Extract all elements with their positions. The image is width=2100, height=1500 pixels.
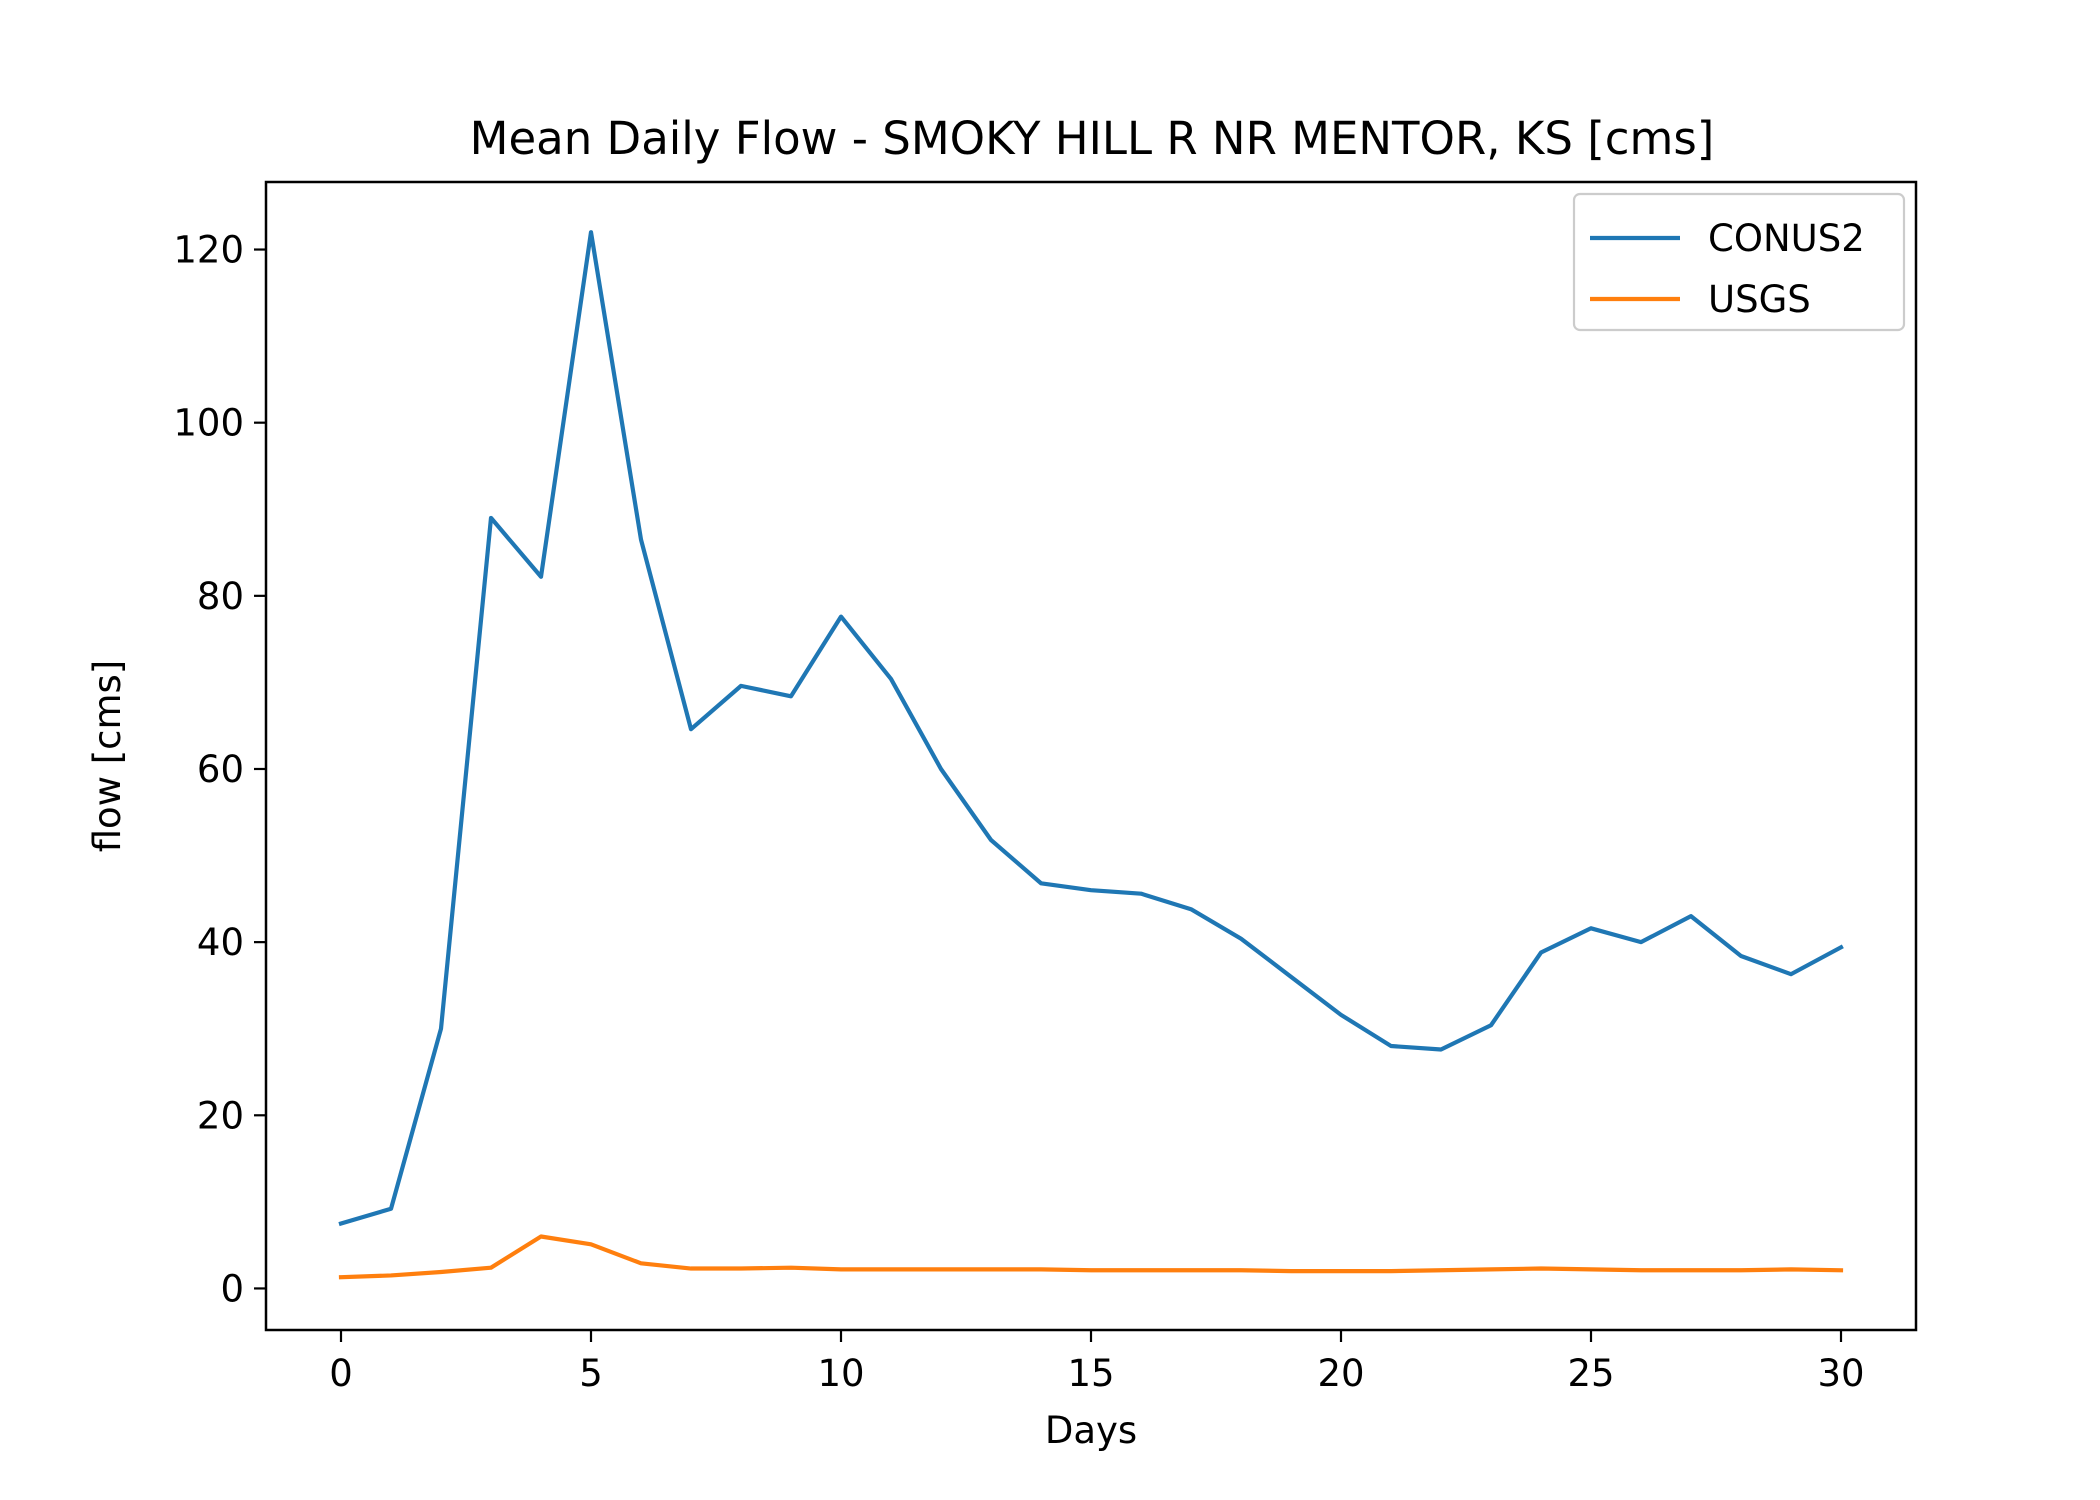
y-axis: 0 20 40 60 80 100 120 xyxy=(173,229,266,1310)
y-tick-label: 0 xyxy=(220,1267,244,1310)
legend-label: CONUS2 xyxy=(1708,217,1865,260)
y-tick-label: 40 xyxy=(197,921,244,964)
x-tick-label: 15 xyxy=(1067,1352,1114,1395)
x-tick-label: 20 xyxy=(1317,1352,1364,1395)
x-tick-label: 25 xyxy=(1567,1352,1614,1395)
y-axis-label: flow [cms] xyxy=(86,660,129,853)
legend: CONUS2 USGS xyxy=(1572,192,1906,332)
series-layer xyxy=(338,230,1844,1280)
legend-label: USGS xyxy=(1708,278,1811,321)
series-line-conus2 xyxy=(338,230,1844,1227)
y-tick-label: 20 xyxy=(197,1094,244,1137)
x-axis-label: Days xyxy=(1045,1409,1137,1452)
legend-entry: CONUS2 xyxy=(1590,217,1865,260)
x-axis: 0 5 10 15 20 25 30 xyxy=(329,1330,1865,1395)
y-tick-label: 80 xyxy=(197,575,244,618)
x-tick-label: 10 xyxy=(817,1352,864,1395)
x-tick-label: 0 xyxy=(329,1352,353,1395)
y-tick-label: 60 xyxy=(197,748,244,791)
legend-entry: USGS xyxy=(1590,278,1811,321)
x-tick-label: 30 xyxy=(1817,1352,1864,1395)
y-tick-label: 120 xyxy=(173,229,244,272)
series-line-usgs xyxy=(338,1234,1844,1280)
chart-title: Mean Daily Flow - SMOKY HILL R NR MENTOR… xyxy=(470,112,1715,165)
y-tick-label: 100 xyxy=(173,402,244,445)
axes-frame xyxy=(264,180,1918,1332)
legend-box xyxy=(1572,192,1906,332)
x-tick-label: 5 xyxy=(579,1352,603,1395)
